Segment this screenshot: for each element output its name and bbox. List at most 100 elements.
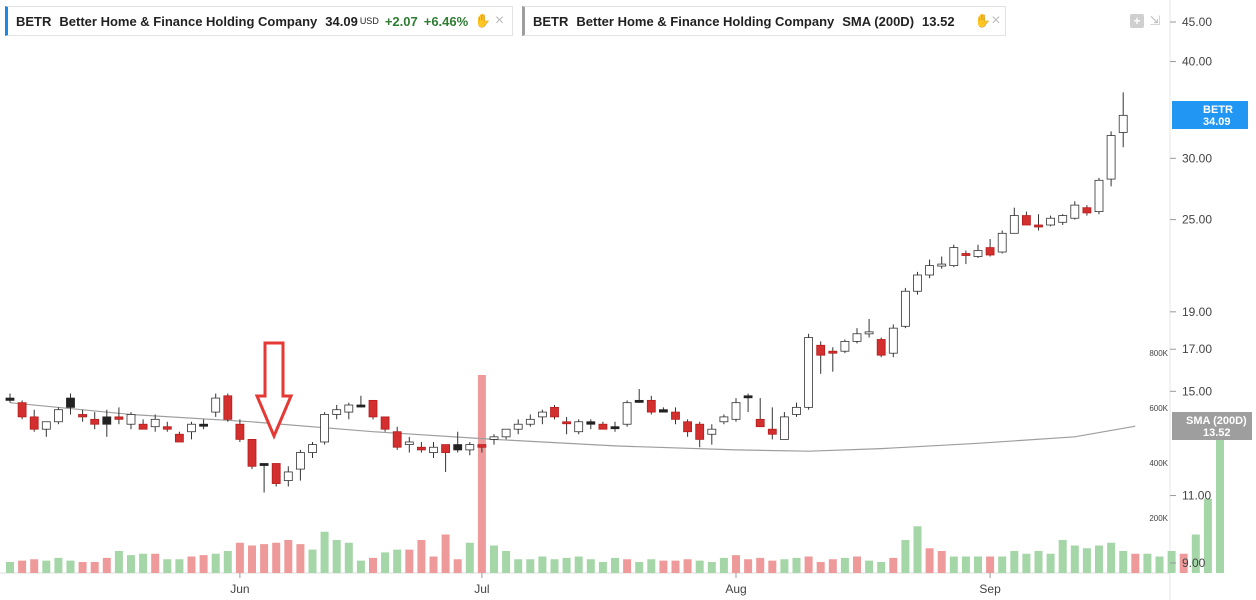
hand-icon[interactable]: ✋ xyxy=(974,13,991,28)
close-icon[interactable]: × xyxy=(494,12,505,29)
candle xyxy=(925,259,934,279)
candle xyxy=(683,419,692,437)
candle-body xyxy=(671,411,680,420)
candle-body xyxy=(150,418,160,428)
candle xyxy=(223,393,233,422)
volume-bar xyxy=(804,556,813,573)
candle xyxy=(138,419,148,430)
candle xyxy=(876,337,886,358)
volume-tick-label: 200K xyxy=(1149,514,1168,523)
legend-change: +2.07 xyxy=(384,13,418,29)
volume-bar xyxy=(356,560,365,573)
volume-bar xyxy=(1082,548,1091,573)
candle-body xyxy=(1046,217,1055,226)
volume-bar xyxy=(961,556,970,573)
price-tag-label: BETR xyxy=(1203,104,1233,116)
candle-body xyxy=(913,274,922,292)
legend-symbol: BETR xyxy=(16,13,52,29)
candle-body xyxy=(767,428,777,435)
sma-tag-bg xyxy=(1172,412,1252,440)
volume-bar xyxy=(574,556,583,573)
candle xyxy=(477,444,487,453)
sma-legend-indicator: SMA (200D) xyxy=(842,13,915,29)
volume-bar xyxy=(550,559,559,573)
volume-bar xyxy=(332,540,341,573)
collapse-icon[interactable]: ⇲ xyxy=(1149,13,1161,28)
candle-body xyxy=(973,250,983,257)
volume-bar xyxy=(647,559,656,573)
candle-body xyxy=(828,350,838,354)
candle xyxy=(90,412,100,430)
candle xyxy=(913,271,922,295)
candle xyxy=(586,419,596,430)
volume-bar xyxy=(54,557,63,573)
candle xyxy=(513,419,523,435)
volume-bar xyxy=(1131,553,1140,573)
candle-body xyxy=(755,418,765,428)
candle xyxy=(17,400,27,420)
main-legend[interactable]: BETR Better Home & Finance Holding Compa… xyxy=(5,6,513,36)
volume-bar xyxy=(1191,534,1200,573)
chart-tools: + ⇲ xyxy=(1130,14,1162,28)
volume-tick-label: 400K xyxy=(1149,459,1168,468)
volume-bar xyxy=(1143,553,1152,573)
close-icon[interactable]: × xyxy=(991,12,1001,29)
candle-body xyxy=(598,423,608,430)
volume-bar xyxy=(393,549,402,573)
candle xyxy=(828,347,838,372)
candle xyxy=(997,230,1007,254)
candle-body xyxy=(187,423,196,433)
candle-body xyxy=(41,421,51,430)
candle-body xyxy=(78,414,87,418)
y-tick-label: 25.00 xyxy=(1182,213,1212,227)
volume-bar xyxy=(514,559,523,573)
candle-body xyxy=(211,397,221,413)
candle xyxy=(162,421,172,432)
candle xyxy=(646,395,656,415)
volume-bar xyxy=(889,557,898,573)
candle xyxy=(295,449,305,481)
candle xyxy=(780,412,789,440)
candle xyxy=(441,444,451,472)
candle xyxy=(707,424,717,445)
candle-body xyxy=(356,404,366,408)
add-panel-icon[interactable]: + xyxy=(1130,14,1144,28)
volume-bar xyxy=(756,557,765,573)
candle-body xyxy=(538,411,547,418)
candle xyxy=(598,421,608,430)
candle-body xyxy=(574,421,584,433)
candle xyxy=(247,438,257,470)
volume-bar xyxy=(441,534,450,573)
volume-bar xyxy=(429,556,438,573)
volume-bar xyxy=(211,553,220,573)
candle-body xyxy=(295,452,305,470)
candle xyxy=(719,414,729,425)
candle xyxy=(659,407,668,413)
volume-bar xyxy=(562,557,571,573)
candle xyxy=(465,441,475,456)
candle-body xyxy=(876,339,886,356)
candle xyxy=(126,412,136,430)
volume-bar xyxy=(199,555,208,573)
candle xyxy=(1022,211,1031,226)
candle xyxy=(259,463,269,493)
volume-bar xyxy=(223,551,232,573)
volume-bar xyxy=(1058,540,1067,573)
candle-body xyxy=(949,247,959,267)
candle-body xyxy=(162,426,172,430)
candle-body xyxy=(888,327,898,354)
candle-body xyxy=(465,444,475,451)
sma-legend[interactable]: BETR Better Home & Finance Holding Compa… xyxy=(522,6,1006,36)
volume-bar xyxy=(417,540,426,573)
candle-body xyxy=(1082,207,1092,214)
candle xyxy=(804,333,813,410)
candle xyxy=(235,419,245,442)
volume-bar xyxy=(1155,556,1164,573)
candle-body xyxy=(54,409,63,423)
candle-body xyxy=(816,344,826,356)
candle-body xyxy=(997,232,1007,253)
volume-bar xyxy=(477,375,486,573)
volume-bar xyxy=(901,540,910,573)
hand-icon[interactable]: ✋ xyxy=(474,13,491,28)
